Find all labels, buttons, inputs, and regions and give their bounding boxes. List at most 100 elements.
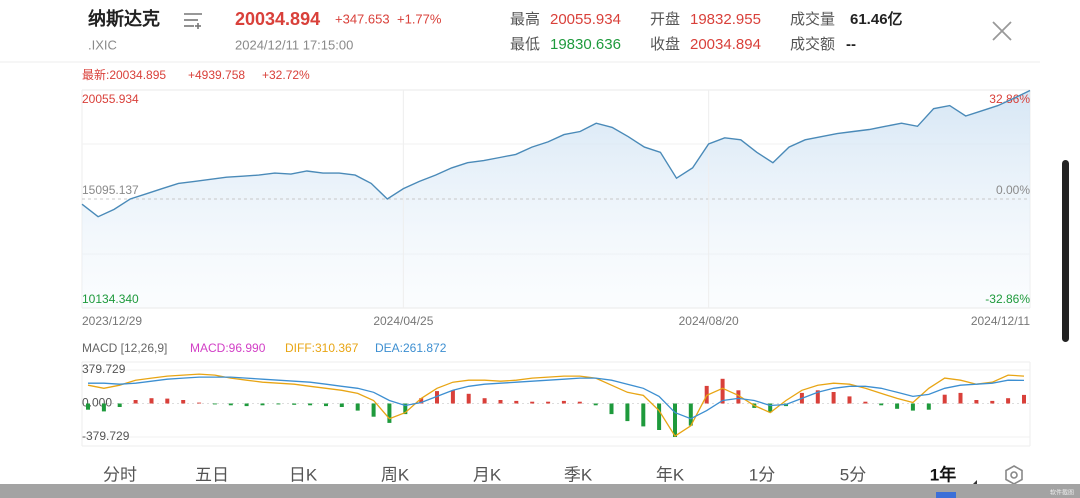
- scrollbar[interactable]: [1062, 160, 1069, 342]
- macd-bar: [609, 403, 614, 415]
- macd-bar: [149, 398, 154, 404]
- macd-legend: MACD:96.990: [190, 341, 266, 355]
- macd-bar: [514, 400, 519, 404]
- period-tab[interactable]: 日K: [289, 465, 318, 484]
- macd-bar: [561, 400, 566, 404]
- macd-bar: [133, 400, 138, 404]
- latest-change: +4939.758: [188, 68, 245, 82]
- price: 20034.894: [235, 9, 320, 29]
- index-code: .IXIC: [88, 37, 117, 52]
- macd-bar: [212, 403, 217, 405]
- latest-pct: +32.72%: [262, 68, 310, 82]
- macd-bar: [403, 403, 408, 415]
- macd-bar: [768, 403, 773, 413]
- macd-bar: [117, 403, 122, 407]
- macd-line: [87, 373, 1025, 438]
- y-tick-label: 10134.340: [82, 292, 139, 306]
- stat-label: 成交量: [790, 10, 835, 28]
- macd-bar: [688, 403, 693, 426]
- macd-bar: [482, 398, 487, 404]
- macd-bar: [1006, 398, 1011, 404]
- bottom-bar: [0, 484, 1080, 498]
- watermark: 软件截图: [1050, 489, 1074, 497]
- macd-bar: [990, 400, 995, 404]
- macd-bar: [577, 401, 582, 404]
- period-tab[interactable]: 月K: [473, 465, 502, 484]
- y-tick-label: 15095.137: [82, 183, 139, 197]
- price-chart: 20055.934 15095.137 10134.340 32.86% 0.00% -3…: [81, 89, 1031, 328]
- period-tab[interactable]: 季K: [564, 465, 593, 484]
- tab-indicator: [936, 492, 956, 498]
- price-change: +347.653: [335, 11, 390, 26]
- stat-label: 成交额: [790, 35, 835, 53]
- macd-bar: [879, 403, 884, 406]
- macd-bar: [625, 403, 630, 422]
- macd-bar: [387, 403, 392, 423]
- period-tab[interactable]: 分时: [103, 465, 137, 484]
- x-tick-label: 2024/04/25: [373, 314, 433, 328]
- stat-value: --: [846, 36, 856, 53]
- stat-value: 20034.894: [690, 36, 761, 53]
- period-tab[interactable]: 周K: [381, 465, 410, 484]
- macd-bar: [498, 400, 503, 404]
- macd-bar: [910, 403, 915, 411]
- y-tick-label: -379.729: [82, 429, 130, 443]
- period-tab[interactable]: 1年: [930, 464, 956, 484]
- macd-bar: [260, 403, 265, 406]
- macd-bar: [736, 390, 741, 404]
- macd-bar: [181, 400, 186, 404]
- y2-tick-label: 32.86%: [989, 92, 1030, 106]
- period-tab[interactable]: 年K: [656, 465, 685, 484]
- macd-bar: [244, 403, 249, 407]
- macd-bar: [228, 403, 233, 406]
- macd-bar: [435, 391, 439, 404]
- macd-bar: [355, 403, 360, 411]
- close-button[interactable]: [992, 21, 1012, 41]
- macd-title: MACD [12,26,9]: [82, 341, 167, 355]
- stat-value: 19832.955: [690, 11, 761, 28]
- macd-bar: [641, 403, 646, 427]
- y2-tick-label: -32.86%: [985, 292, 1030, 306]
- macd-bar: [942, 394, 947, 404]
- macd-bar: [450, 390, 455, 404]
- y-tick-label: 379.729: [82, 362, 126, 376]
- macd-bar: [593, 403, 598, 406]
- x-tick-label: 2023/12/29: [82, 314, 142, 328]
- latest: 最新:20034.895: [82, 67, 166, 82]
- macd-bar: [974, 400, 979, 404]
- settings-icon[interactable]: [1005, 465, 1023, 485]
- macd-bar: [530, 401, 535, 404]
- menu-icon[interactable]: [184, 13, 202, 29]
- y-tick-label: 20055.934: [82, 92, 139, 106]
- macd-bar: [197, 402, 202, 404]
- y2-tick-label: 0.00%: [996, 183, 1030, 197]
- period-tab[interactable]: 五日: [195, 465, 229, 484]
- price-line: [81, 89, 1031, 218]
- macd-bar: [101, 403, 106, 412]
- macd-bar: [847, 396, 852, 404]
- x-tick-label: 2024/12/11: [971, 314, 1030, 328]
- macd-bar: [1022, 394, 1026, 404]
- datetime: 2024/12/11 17:15:00: [235, 37, 353, 52]
- macd-bar: [466, 393, 471, 404]
- stat-label: 最低: [510, 36, 540, 53]
- macd-bar: [720, 378, 725, 404]
- period-tab[interactable]: 5分: [840, 465, 866, 484]
- index-name: 纳斯达克: [88, 8, 160, 29]
- stat-label: 开盘: [650, 10, 680, 28]
- macd-bar: [926, 403, 931, 410]
- diff-legend: DIFF:310.367: [285, 341, 359, 355]
- macd-bar: [339, 403, 344, 407]
- macd-bar: [324, 403, 328, 407]
- price-change-pct: +1.77%: [397, 11, 442, 26]
- dea-legend: DEA:261.872: [375, 341, 447, 355]
- macd-bar: [815, 390, 820, 404]
- period-tab[interactable]: 1分: [749, 465, 775, 484]
- macd-bar: [276, 403, 281, 405]
- macd-bar: [863, 401, 868, 404]
- stat-label: 收盘: [650, 35, 680, 53]
- macd-bar: [165, 398, 170, 404]
